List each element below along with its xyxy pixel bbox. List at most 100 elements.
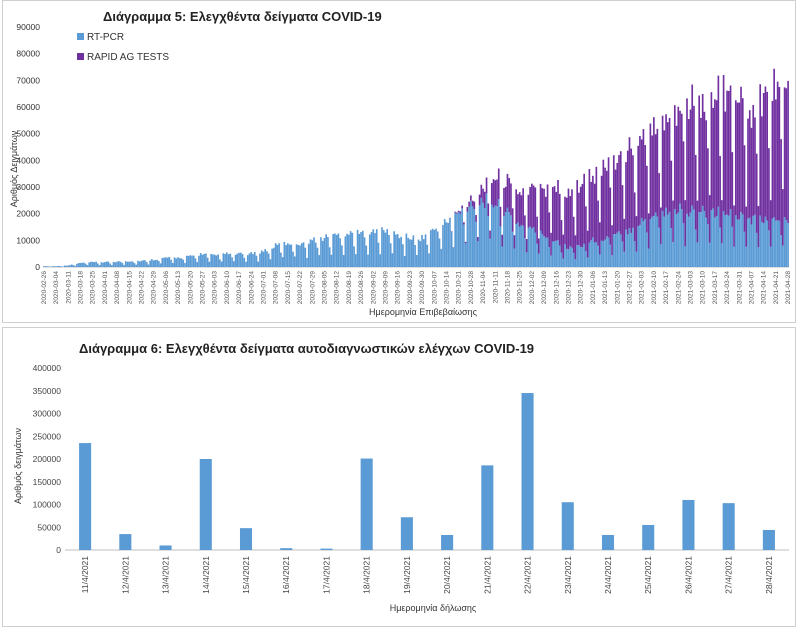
bar-rt-pcr xyxy=(269,259,272,267)
bar-rt-pcr xyxy=(328,247,331,267)
bar-rapid-ag xyxy=(585,206,587,251)
x-tick-label: 2021-04-14 xyxy=(761,271,768,305)
bar-rapid-ag xyxy=(689,109,692,213)
bar-rapid-ag xyxy=(783,87,786,218)
bar-rt-pcr xyxy=(323,238,326,267)
bar-rt-pcr xyxy=(199,253,202,267)
bar-rt-pcr xyxy=(243,257,246,267)
x-tick-label: 2021-02-10 xyxy=(651,271,658,305)
bar-rt-pcr xyxy=(449,218,451,267)
bar-rapid-ag xyxy=(660,207,662,245)
bar-rt-pcr xyxy=(185,255,188,267)
bar-rt-pcr xyxy=(346,233,348,267)
bar-rt-pcr xyxy=(93,262,96,267)
bar-rt-pcr xyxy=(367,254,369,267)
x-tick-label: 2021-01-13 xyxy=(602,271,609,305)
bar-rt-pcr xyxy=(728,215,730,267)
bar-rt-pcr xyxy=(642,221,645,267)
x-tick-label: 16/4/2021 xyxy=(281,556,291,594)
bar-rt-pcr xyxy=(569,246,572,267)
bar-rt-pcr xyxy=(375,229,378,267)
bar xyxy=(119,534,132,550)
bar-rt-pcr xyxy=(206,257,209,267)
bar-rt-pcr xyxy=(213,254,216,267)
bar-rapid-ag xyxy=(503,188,505,217)
bar-rt-pcr xyxy=(593,242,596,267)
bar-rt-pcr xyxy=(619,234,622,267)
bar-rt-pcr xyxy=(482,202,484,267)
bar-rt-pcr xyxy=(264,249,267,267)
bar-rapid-ag xyxy=(680,113,683,210)
bar-rt-pcr xyxy=(536,243,538,267)
bar-rt-pcr xyxy=(171,262,174,267)
bar-rapid-ag xyxy=(776,81,779,221)
bar-rt-pcr xyxy=(607,237,610,267)
bar-rapid-ag xyxy=(583,173,585,244)
bar-rapid-ag xyxy=(696,200,699,243)
x-tick-label: 2021-01-27 xyxy=(627,271,634,305)
bar-rapid-ag xyxy=(654,134,657,213)
bar-rt-pcr xyxy=(184,263,186,267)
x-tick-label: 2021-01-06 xyxy=(590,271,597,305)
bar-rt-pcr xyxy=(741,214,744,267)
bar-rt-pcr xyxy=(485,193,488,267)
bar-rapid-ag xyxy=(489,230,491,239)
bar-rt-pcr xyxy=(768,230,770,267)
bar-rapid-ag xyxy=(551,187,554,242)
bar-rt-pcr xyxy=(675,214,678,267)
bar-rapid-ag xyxy=(724,111,727,216)
bar-rt-pcr xyxy=(426,244,429,267)
bar-rt-pcr xyxy=(649,219,652,267)
bar-rt-pcr xyxy=(220,261,223,267)
bar-rt-pcr xyxy=(260,250,263,267)
bar-rapid-ag xyxy=(755,153,758,233)
bar-rapid-ag xyxy=(726,90,728,215)
x-tick-label: 2020-09-02 xyxy=(370,271,377,305)
bar-rt-pcr xyxy=(686,213,688,267)
bar-rt-pcr xyxy=(309,239,312,267)
bar-rt-pcr xyxy=(464,243,467,267)
bar-rapid-ag xyxy=(496,179,498,207)
bar-rt-pcr xyxy=(398,238,401,267)
bar-rt-pcr xyxy=(513,248,516,267)
bar-rapid-ag xyxy=(693,105,695,210)
bar-rt-pcr xyxy=(571,247,573,267)
x-tick-label: 15/4/2021 xyxy=(241,556,251,594)
bar-rt-pcr xyxy=(159,263,162,267)
bar-rapid-ag xyxy=(602,159,605,241)
x-tick-label: 2020-09-16 xyxy=(395,271,402,305)
bar-rt-pcr xyxy=(72,265,75,267)
bar-rapid-ag xyxy=(483,191,486,208)
y-tick-label: 150000 xyxy=(33,477,62,487)
bar-rt-pcr xyxy=(393,231,395,267)
bar-rapid-ag xyxy=(646,165,648,233)
bar-rt-pcr xyxy=(719,227,721,267)
x-tick-label: 12/4/2021 xyxy=(120,556,130,594)
y-tick-label: 70000 xyxy=(16,75,40,85)
bar-rt-pcr xyxy=(787,223,789,267)
x-tick-label: 2020-03-18 xyxy=(77,271,84,305)
bar-rt-pcr xyxy=(210,253,212,267)
bar-rt-pcr xyxy=(60,266,63,267)
x-tick-label: 2020-03-04 xyxy=(53,271,60,305)
bar-rt-pcr xyxy=(766,220,768,267)
bar-rapid-ag xyxy=(456,212,458,214)
bar xyxy=(601,534,615,550)
bar-rt-pcr xyxy=(410,239,413,267)
bar-rt-pcr xyxy=(483,207,486,267)
bar-rapid-ag xyxy=(470,195,472,201)
bar xyxy=(239,528,253,550)
bar-rt-pcr xyxy=(116,261,118,267)
bar-rt-pcr xyxy=(63,265,66,267)
bar-rt-pcr xyxy=(105,261,108,267)
bar-rt-pcr xyxy=(503,216,505,267)
y-tick-label: 250000 xyxy=(33,431,62,441)
bar-rt-pcr xyxy=(647,248,650,267)
y-tick-label: 90000 xyxy=(16,22,40,32)
x-tick-label: 2020-06-10 xyxy=(224,271,231,305)
bar-rt-pcr xyxy=(266,251,268,267)
x-axis-title: Ημερομηνία Επιβεβαίωσης xyxy=(369,307,478,317)
bar-rapid-ag xyxy=(632,155,634,228)
bar-rt-pcr xyxy=(98,265,101,267)
plot-area xyxy=(79,393,775,550)
